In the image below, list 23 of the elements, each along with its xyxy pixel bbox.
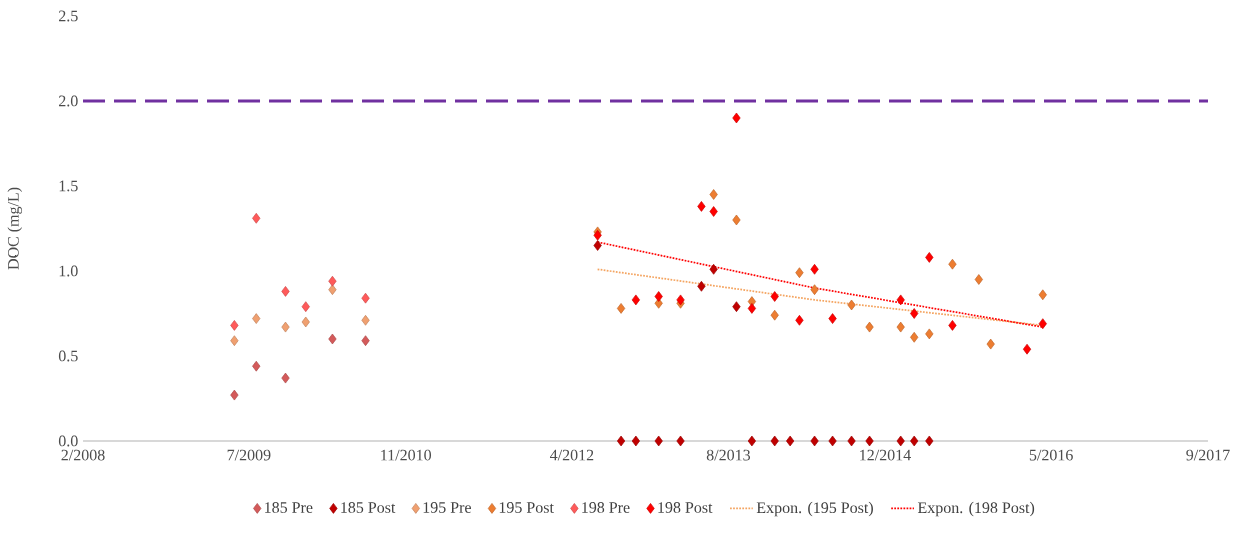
y-axis-title: DOC (mg/L) xyxy=(7,187,23,270)
x-tick-label: 8/2013 xyxy=(706,449,751,461)
y-tick-label: 1.5 xyxy=(59,180,78,192)
legend-label: 198 Pre xyxy=(582,502,630,513)
legend-label: 185 Pre xyxy=(265,502,313,513)
x-tick-label: 2/2008 xyxy=(61,449,105,461)
x-tick-label: 4/2012 xyxy=(549,449,594,461)
legend-label: Expon. (198 Post) xyxy=(917,501,1035,517)
y-tick-label: 0.5 xyxy=(58,350,78,362)
y-tick-label: 2.5 xyxy=(59,10,78,22)
legend-label: 195 Post xyxy=(499,502,554,513)
legend-label: 195 Pre xyxy=(423,502,471,513)
legend-label: 198 Post xyxy=(658,502,713,513)
y-tick-label: 1.0 xyxy=(59,265,78,277)
x-tick-label: 7/2009 xyxy=(227,449,271,461)
y-tick-label: 2.0 xyxy=(59,95,78,107)
legend-label: 185 Post xyxy=(341,502,396,513)
y-tick-label: 0.0 xyxy=(58,435,78,447)
x-tick-label: 11/2010 xyxy=(381,449,432,461)
x-tick-label: 5/2016 xyxy=(1029,449,1073,461)
legend-label: Expon. (195 Post) xyxy=(756,501,873,517)
x-tick-label: 12/2014 xyxy=(860,449,911,461)
x-tick-label: 9/2017 xyxy=(1186,449,1230,461)
